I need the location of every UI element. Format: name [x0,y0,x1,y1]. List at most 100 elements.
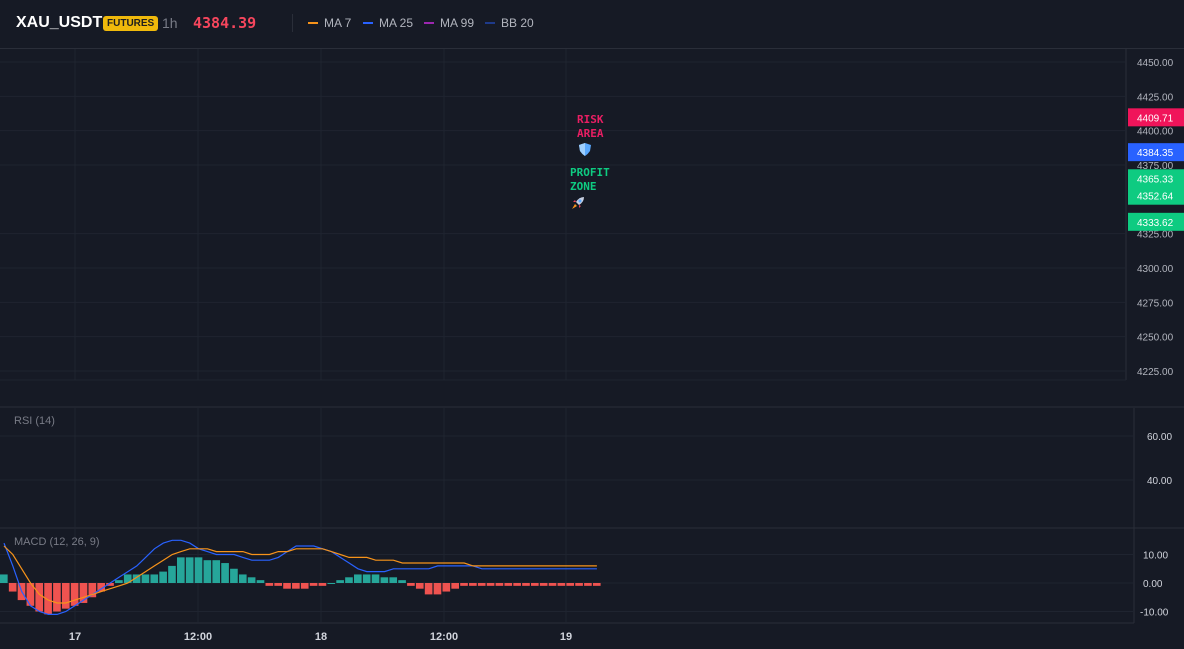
symbol-title[interactable]: XAU_USDT [16,14,103,31]
macd-tick-label: -10.00 [1140,608,1169,619]
legend-bb20[interactable]: BB 20 [485,16,534,30]
price-tick-label: 4400.00 [1137,127,1174,138]
macd-histogram-bar [469,583,477,586]
macd-histogram-bar [97,583,105,592]
macd-histogram-bar [79,583,88,603]
macd-histogram-bar [557,583,566,586]
bb20-swatch [485,22,495,24]
macd-histogram-bar [8,583,17,592]
legend-bb20-label: BB 20 [501,16,534,30]
macd-histogram-bar [194,557,203,583]
macd-histogram-bar [407,583,415,586]
macd-histogram-bar [230,568,238,583]
legend-ma25-label: MA 25 [379,16,414,30]
price-tick-label: 4250.00 [1137,333,1174,344]
macd-histogram-bar [292,583,300,589]
macd-histogram-bar [300,583,309,589]
last-price: 4384.39 [193,14,257,32]
macd-histogram-bar [522,583,530,586]
legend-ma7[interactable]: MA 7 [308,16,351,30]
price-label-text: 4384.35 [1137,148,1174,159]
macd-histogram-bar [141,574,150,583]
macd-histogram-bar [415,583,424,589]
macd-histogram-bar [221,563,229,583]
shield-icon [579,143,591,161]
rocket-icon [571,196,585,215]
price-tick-label: 4225.00 [1137,367,1174,378]
macd-series-line [3,545,597,604]
macd-histogram-bar [115,580,123,583]
price-label-box [1128,143,1184,162]
macd-histogram-bar [35,583,44,612]
legend-ma99[interactable]: MA 99 [424,16,474,30]
macd-histogram-bar [203,560,212,583]
macd-title: MACD (12, 26, 9) [14,536,100,548]
timeframe-selector[interactable]: 1h [162,15,178,31]
price-label-box [1128,186,1184,205]
macd-tick-label: 0.00 [1143,579,1163,590]
legend-ma25[interactable]: MA 25 [363,16,413,30]
macd-tick-label: 10.00 [1143,551,1168,562]
macd-histogram-bar [123,574,132,583]
macd-histogram-bar [318,583,327,586]
macd-histogram-bar [168,565,176,583]
macd-histogram-bar [592,583,601,586]
legend-ma99-label: MA 99 [440,16,475,30]
macd-histogram-bar [513,583,521,586]
price-tick-label: 4325.00 [1137,230,1174,241]
macd-histogram-bar [274,583,282,586]
header-divider [292,14,293,32]
macd-histogram-bar [265,583,274,586]
macd-histogram-bar [212,560,221,583]
macd-histogram-bar [106,583,114,586]
chart-header: XAU_USDT FUTURES 1h 4384.39 MA 7 MA 25 M… [0,0,1184,49]
time-tick-label: 12:00 [184,631,212,643]
macd-histogram-bar [389,577,398,583]
macd-histogram-bar [539,583,548,586]
macd-histogram-bar [61,583,70,609]
price-tick-label: 4275.00 [1137,298,1174,309]
macd-histogram-bar [380,577,389,583]
macd-histogram-bar [70,583,79,606]
legend-ma7-label: MA 7 [324,16,352,30]
macd-histogram-bar [132,574,141,583]
macd-histogram-bar [442,583,451,592]
macd-histogram-bar [575,583,583,586]
macd-histogram-bar [477,583,486,586]
macd-histogram-bar [327,583,336,584]
macd-histogram-bar [451,583,459,589]
ma7-swatch [308,22,318,24]
macd-series-line [3,539,597,616]
macd-histogram-bar [336,580,344,583]
macd-histogram-bar [398,580,406,583]
macd-histogram-bar [283,583,291,589]
profit-zone-label: PROFIT ZONE [570,166,610,193]
rsi-tick-label: 60.00 [1147,432,1172,443]
macd-histogram-bar [584,583,592,586]
price-tick-label: 4375.00 [1137,161,1174,172]
price-label-box [1128,212,1184,231]
macd-histogram-bar [309,583,318,586]
price-label-box [1128,169,1184,188]
macd-histogram-bar [548,583,557,586]
rsi-tick-label: 40.00 [1147,476,1172,487]
price-label-text: 4352.64 [1137,192,1174,203]
macd-histogram-bar [345,577,353,583]
ma99-swatch [424,22,434,24]
price-tick-label: 4450.00 [1137,58,1174,69]
time-tick-label: 12:00 [430,631,458,643]
futures-badge: FUTURES [103,16,159,31]
macd-histogram-bar [371,574,380,583]
macd-histogram-bar [460,583,468,586]
time-tick-label: 19 [560,631,572,643]
macd-histogram-bar [504,583,513,586]
macd-histogram-bar [185,557,194,583]
price-label-text: 4409.71 [1137,113,1174,124]
macd-histogram-bar [566,583,575,586]
macd-histogram-bar [495,583,504,586]
macd-histogram-bar [88,583,97,598]
macd-histogram-bar [486,583,495,586]
time-tick-label: 17 [69,631,81,643]
macd-histogram-bar [238,574,247,583]
